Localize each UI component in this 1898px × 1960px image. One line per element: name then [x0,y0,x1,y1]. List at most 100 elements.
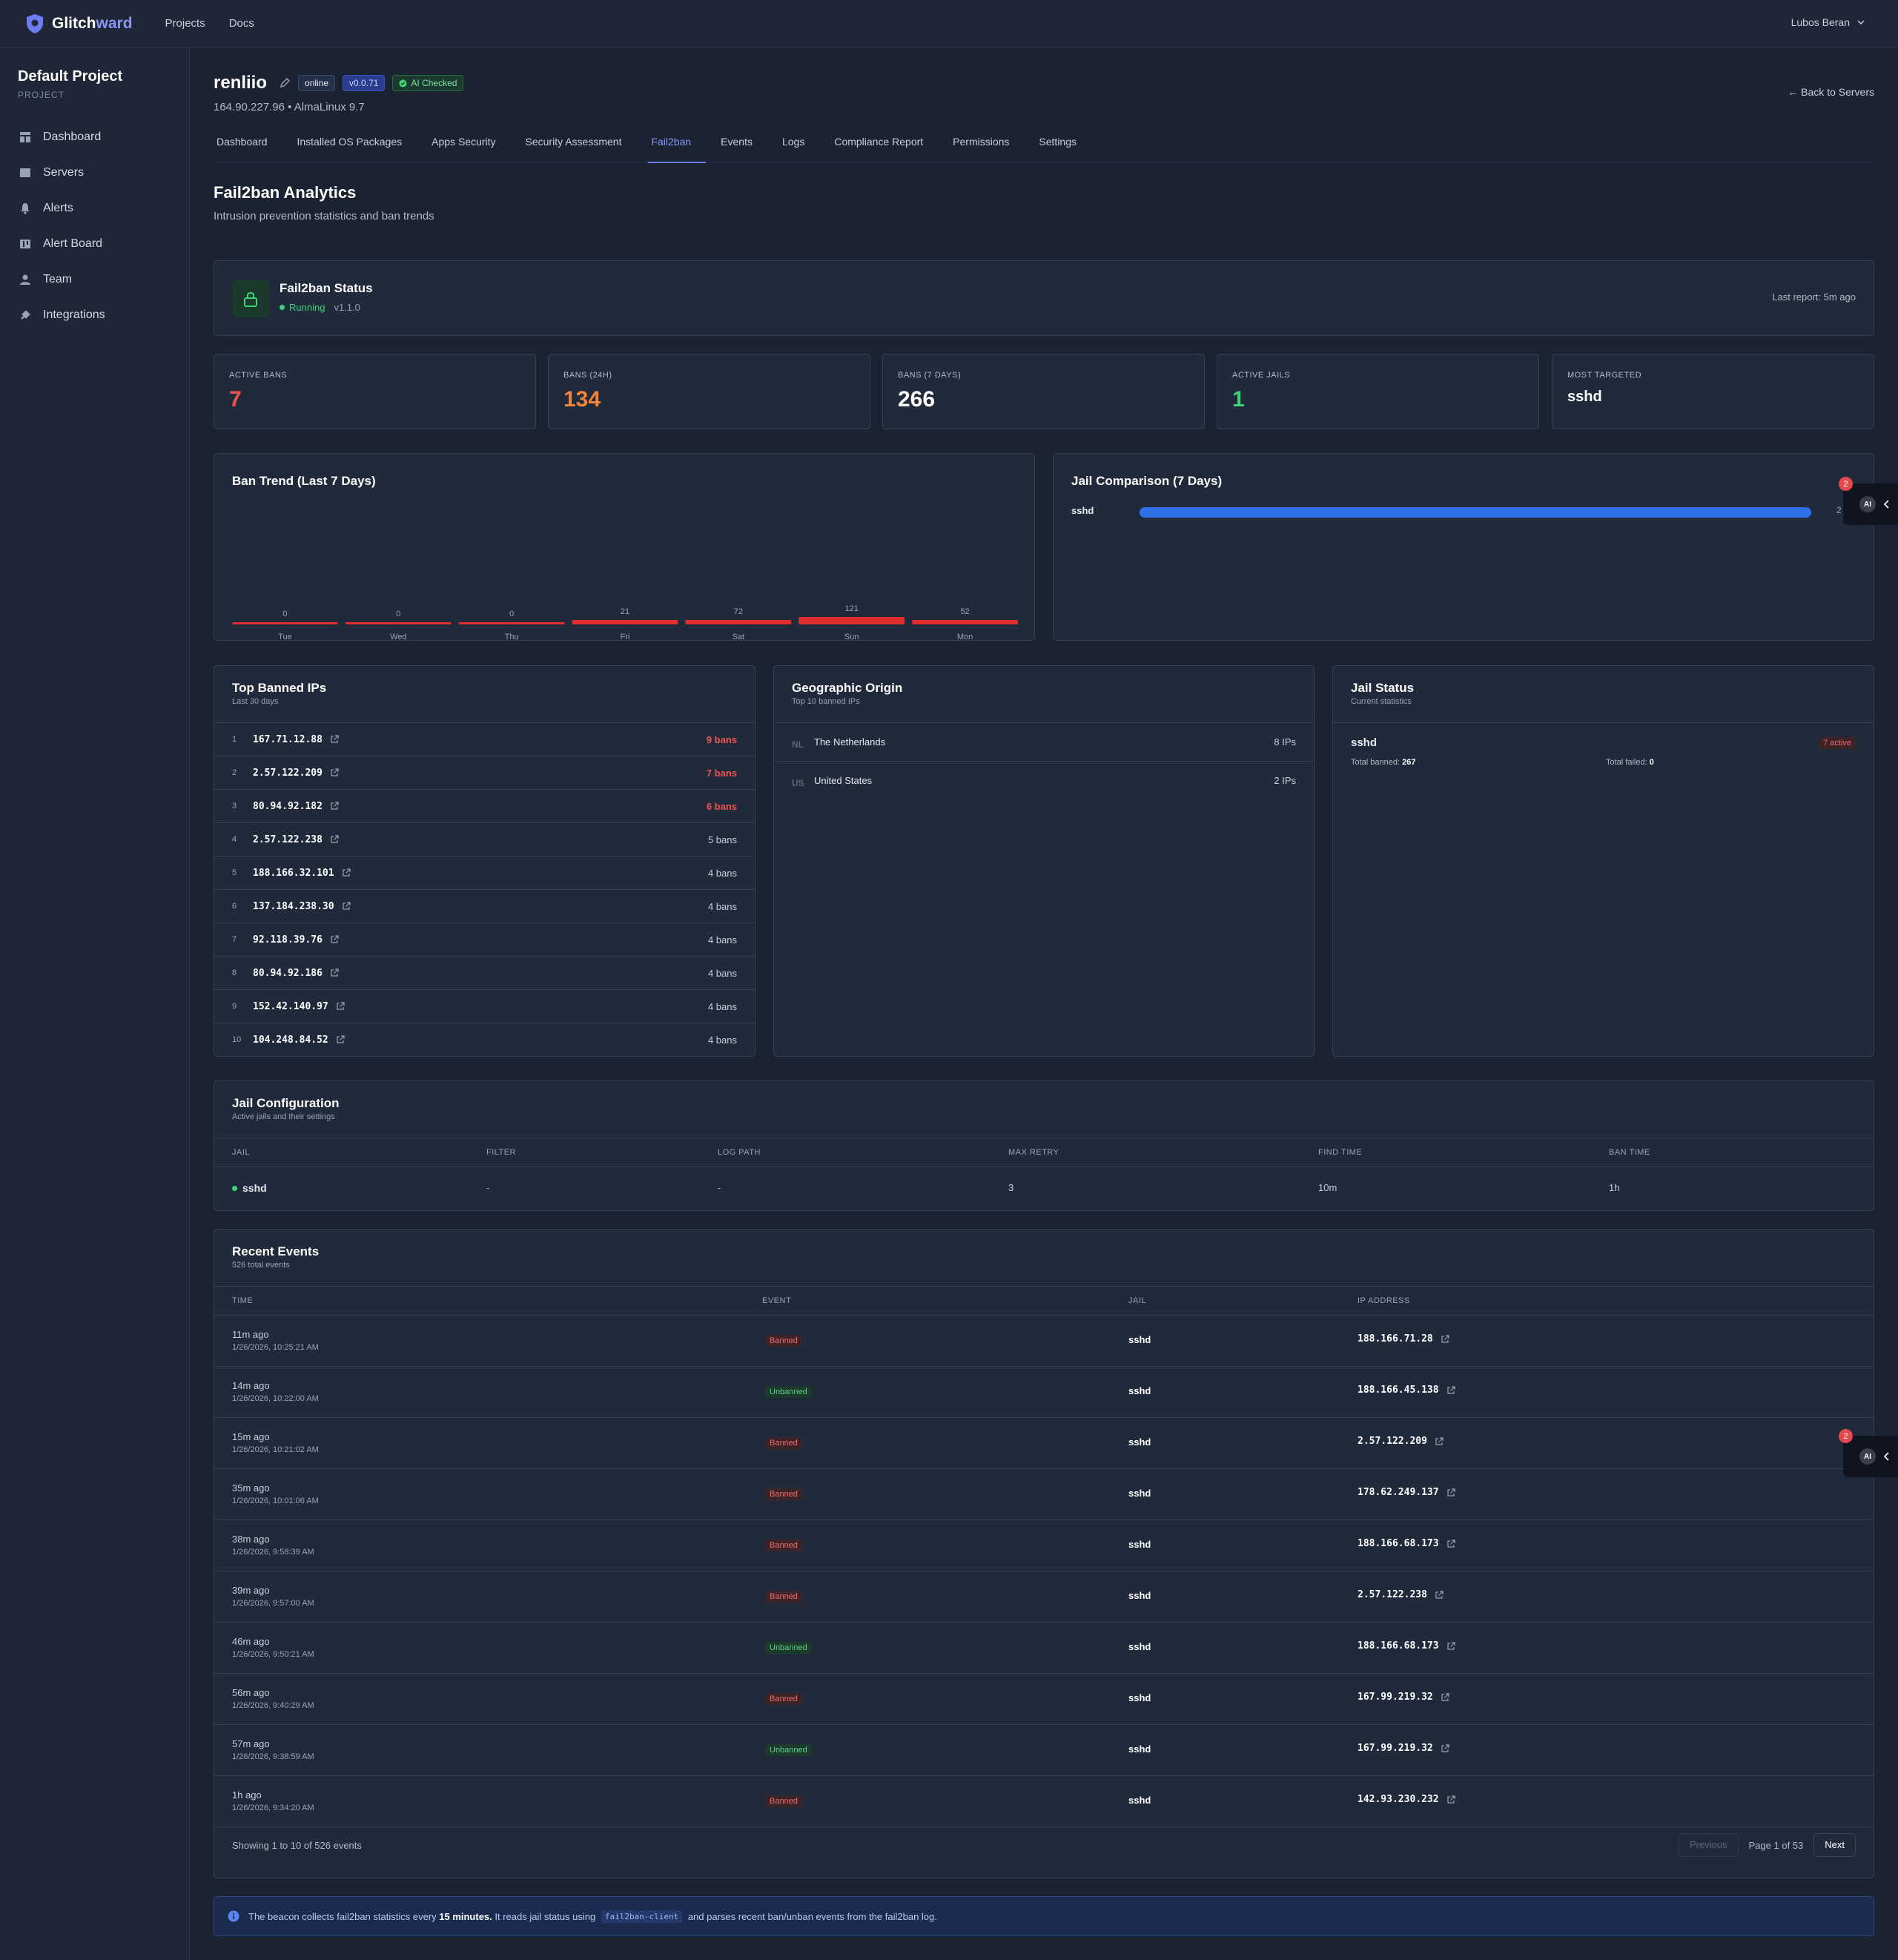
event-ago: 39m ago [232,1585,270,1596]
event-ip[interactable]: 142.93.230.232 [1358,1794,1439,1805]
brand-logo[interactable]: Glitchward [25,13,133,34]
jail-configuration-card: Jail Configuration Active jails and thei… [214,1080,1874,1211]
nav-projects-link[interactable]: Projects [165,17,205,30]
event-ip[interactable]: 167.99.219.32 [1358,1743,1433,1754]
server-ip-os: 164.90.227.96 • AlmaLinux 9.7 [214,101,365,113]
geo-subtitle: Top 10 banned IPs [792,697,860,706]
ip-address[interactable]: 167.71.12.88 [253,733,323,745]
project-switcher[interactable]: Default Project PROJECT [0,47,189,115]
event-type-badge: Banned [765,1437,802,1449]
event-ip[interactable]: 188.166.45.138 [1358,1385,1439,1396]
ai-assistant-tab-lower[interactable]: AI [1843,1436,1898,1477]
event-type-badge: Unbanned [765,1386,812,1398]
external-link-icon[interactable] [342,868,351,877]
external-link-icon[interactable] [1446,1488,1455,1497]
tab-settings[interactable]: Settings [1039,136,1077,148]
col-jail: JAIL [232,1148,251,1157]
col-event: EVENT [762,1296,792,1305]
event-type-badge: Unbanned [765,1744,812,1756]
external-link-icon[interactable] [1446,1795,1455,1804]
user-icon [20,274,30,285]
tab-permissions[interactable]: Permissions [953,136,1010,148]
event-ip[interactable]: 188.166.68.173 [1358,1538,1439,1549]
edit-pencil-icon[interactable] [279,77,291,89]
ip-address[interactable]: 80.94.92.182 [253,800,323,812]
nav-docs-link[interactable]: Docs [228,17,254,30]
ip-address[interactable]: 92.118.39.76 [253,934,323,946]
previous-page-button[interactable]: Previous [1678,1833,1739,1857]
status-title: Fail2ban Status [280,281,373,295]
ip-address[interactable]: 2.57.122.209 [253,767,323,779]
ip-bans: 4 bans [707,900,737,912]
ip-row: 2 2.57.122.209 7 bans [214,756,755,789]
event-ago: 15m ago [232,1431,270,1442]
event-row: 1h ago 1/26/2026, 9:34:20 AM Banned sshd 142… [214,1776,1874,1827]
page-info: Page 1 of 53 [1748,1839,1804,1851]
ip-address[interactable]: 188.166.32.101 [253,867,334,879]
tab-compliance-report[interactable]: Compliance Report [834,136,924,148]
jail-bar-track [1140,507,1811,518]
external-link-icon[interactable] [1435,1436,1444,1446]
external-link-icon[interactable] [330,735,339,744]
brand-name-b: ward [96,14,133,32]
tab-security-assessment[interactable]: Security Assessment [525,136,622,148]
external-link-icon[interactable] [336,1002,345,1011]
tab-fail2ban[interactable]: Fail2ban [648,132,706,163]
ip-address[interactable]: 137.184.238.30 [253,900,334,912]
ip-bans: 4 bans [707,934,737,946]
external-link-icon[interactable] [336,1035,345,1044]
tab-dashboard[interactable]: Dashboard [216,136,268,148]
external-link-icon[interactable] [1435,1590,1444,1600]
external-link-icon[interactable] [1446,1641,1455,1651]
server-tabs: Dashboard Installed OS Packages Apps Sec… [214,132,1874,163]
sidebar-item-integrations[interactable]: Integrations [0,297,189,333]
trend-day-label: Thu [505,633,519,641]
external-link-icon[interactable] [330,969,339,977]
event-ip[interactable]: 167.99.219.32 [1358,1692,1433,1703]
external-link-icon[interactable] [1441,1334,1449,1344]
event-ip[interactable]: 2.57.122.238 [1358,1589,1427,1600]
country-name: The Netherlands [814,736,886,748]
sidebar-item-dashboard[interactable]: Dashboard [0,119,189,155]
event-ip[interactable]: 2.57.122.209 [1358,1436,1427,1447]
event-ip[interactable]: 188.166.68.173 [1358,1640,1439,1652]
next-page-button[interactable]: Next [1813,1833,1856,1857]
ai-notification-badge: 2 [1839,477,1853,491]
back-to-servers-link[interactable]: ← Back to Servers [1788,86,1874,98]
sidebar-item-team[interactable]: Team [0,262,189,297]
jail-bar-value: 2 [1836,505,1842,515]
ip-address[interactable]: 104.248.84.52 [253,1034,328,1046]
tab-logs[interactable]: Logs [781,136,805,148]
info-text-bold: 15 minutes. [439,1910,492,1922]
external-link-icon[interactable] [1446,1539,1455,1548]
col-max-retry: MAX RETRY [1008,1148,1059,1157]
external-link-icon[interactable] [342,902,351,911]
sidebar-item-servers[interactable]: Servers [0,155,189,191]
ip-address[interactable]: 80.94.92.186 [253,967,323,979]
trend-day-label: Sat [733,633,745,641]
stat-card-most-targeted: MOST TARGETED sshd [1552,354,1874,429]
ip-rank: 2 [232,768,237,777]
event-type-badge: Banned [765,1488,802,1500]
geographic-origin-card: Geographic Origin Top 10 banned IPs NL T… [773,665,1315,1057]
external-link-icon[interactable] [330,835,339,844]
ip-rank: 10 [232,1035,242,1044]
external-link-icon[interactable] [1446,1385,1455,1395]
external-link-icon[interactable] [330,802,339,811]
tab-apps-security[interactable]: Apps Security [431,136,496,148]
external-link-icon[interactable] [1441,1743,1449,1753]
sidebar-item-alerts[interactable]: Alerts [0,191,189,226]
event-ip[interactable]: 178.62.249.137 [1358,1487,1439,1498]
ip-address[interactable]: 2.57.122.238 [253,834,323,845]
tab-installed-os-packages[interactable]: Installed OS Packages [297,136,403,148]
ip-address[interactable]: 152.42.140.97 [253,1000,328,1012]
external-link-icon[interactable] [1441,1692,1449,1702]
external-link-icon[interactable] [330,935,339,944]
event-type-badge: Banned [765,1795,802,1807]
tab-events[interactable]: Events [721,136,753,148]
ai-assistant-tab[interactable]: AI [1843,484,1898,525]
event-ip[interactable]: 188.166.71.28 [1358,1333,1433,1344]
sidebar-item-alert-board[interactable]: Alert Board [0,226,189,262]
external-link-icon[interactable] [330,768,339,777]
user-menu[interactable]: Lubos Beran [1791,16,1865,28]
